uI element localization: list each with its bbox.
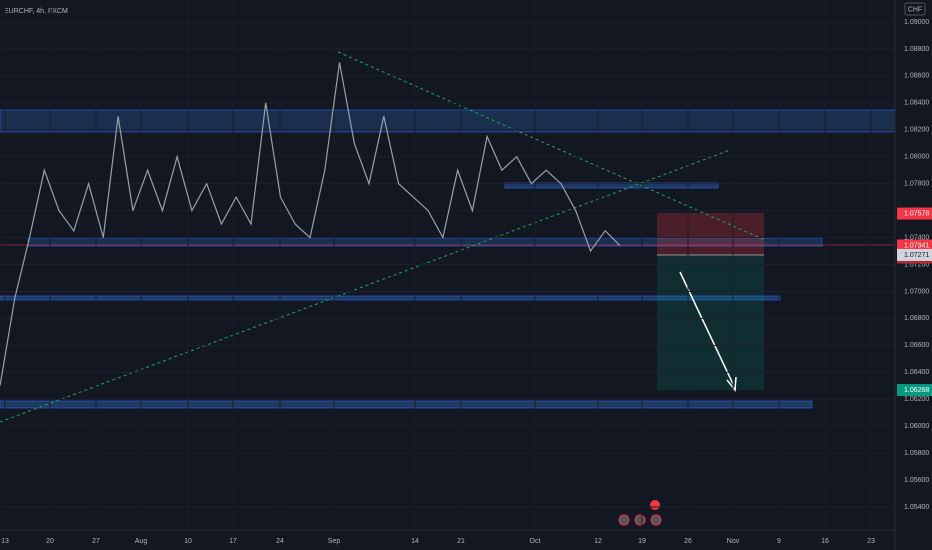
arrow-head [726,376,737,392]
time-label: 21 [457,538,465,545]
time-label: 26 [684,538,692,545]
price-tag [897,248,932,261]
time-label: 14 [411,538,419,545]
resistance-zone [0,109,896,133]
time-label: 10 [184,538,192,545]
currency-box [904,2,926,16]
price-label: 1.06200 [904,396,929,403]
price-line [0,62,621,386]
time-label: 17 [229,538,237,545]
price-tag [897,384,932,397]
time-label: 20 [46,538,54,545]
time-label: 23 [867,538,875,545]
event-icon [634,514,646,526]
price-tag-label: 1.07341 [904,242,929,249]
time-label: 24 [276,538,284,545]
price-label: 1.09000 [904,19,929,26]
trendline-up [0,149,731,423]
price-label: 1.05800 [904,450,929,457]
arrow-shaft [679,271,734,385]
price-label: 1.08200 [904,127,929,134]
price-label: 1.07000 [904,288,929,295]
price-label: 1.06000 [904,423,929,430]
mid-zone [504,182,719,189]
price-label: 1.08600 [904,73,929,80]
event-icon [650,500,660,510]
time-label: 12 [594,538,602,545]
time-label: 13 [1,538,9,545]
currency: CHF [908,6,922,13]
price-label: 1.08400 [904,100,929,107]
time-label: 27 [92,538,100,545]
time-label: 19 [638,538,646,545]
price-label: 1.07200 [904,261,929,268]
price-label: 1.06400 [904,369,929,376]
event-icon [650,514,662,526]
symbol-title: EURCHF, 4h, FXCM [4,8,68,15]
price-label: 1.05400 [904,504,929,511]
price-tag-label: 1.07271 [904,252,929,259]
stop-box [657,213,764,255]
price-tag-label: 1.07578 [904,210,929,217]
price-tag [897,239,932,252]
profit-box [657,255,764,390]
lower-zone [0,295,781,301]
price-tag-label: 1.06268 [904,387,929,394]
price-label: 1.08000 [904,154,929,161]
price-label: 1.07400 [904,234,929,241]
price-label: 1.05600 [904,477,929,484]
time-label: Aug [135,538,148,545]
price-label: 1.06600 [904,342,929,349]
target-zone [0,400,813,409]
time-label: Nov [727,538,740,545]
event-icon [618,514,630,526]
time-label: Oct [530,538,541,545]
time-label: 16 [821,538,829,545]
time-label: 9 [777,538,781,545]
price-label: 1.08800 [904,46,929,53]
price-label: 1.06800 [904,315,929,322]
price-label: 1.07800 [904,181,929,188]
time-label: Sep [328,538,341,545]
price-tag [897,207,932,220]
